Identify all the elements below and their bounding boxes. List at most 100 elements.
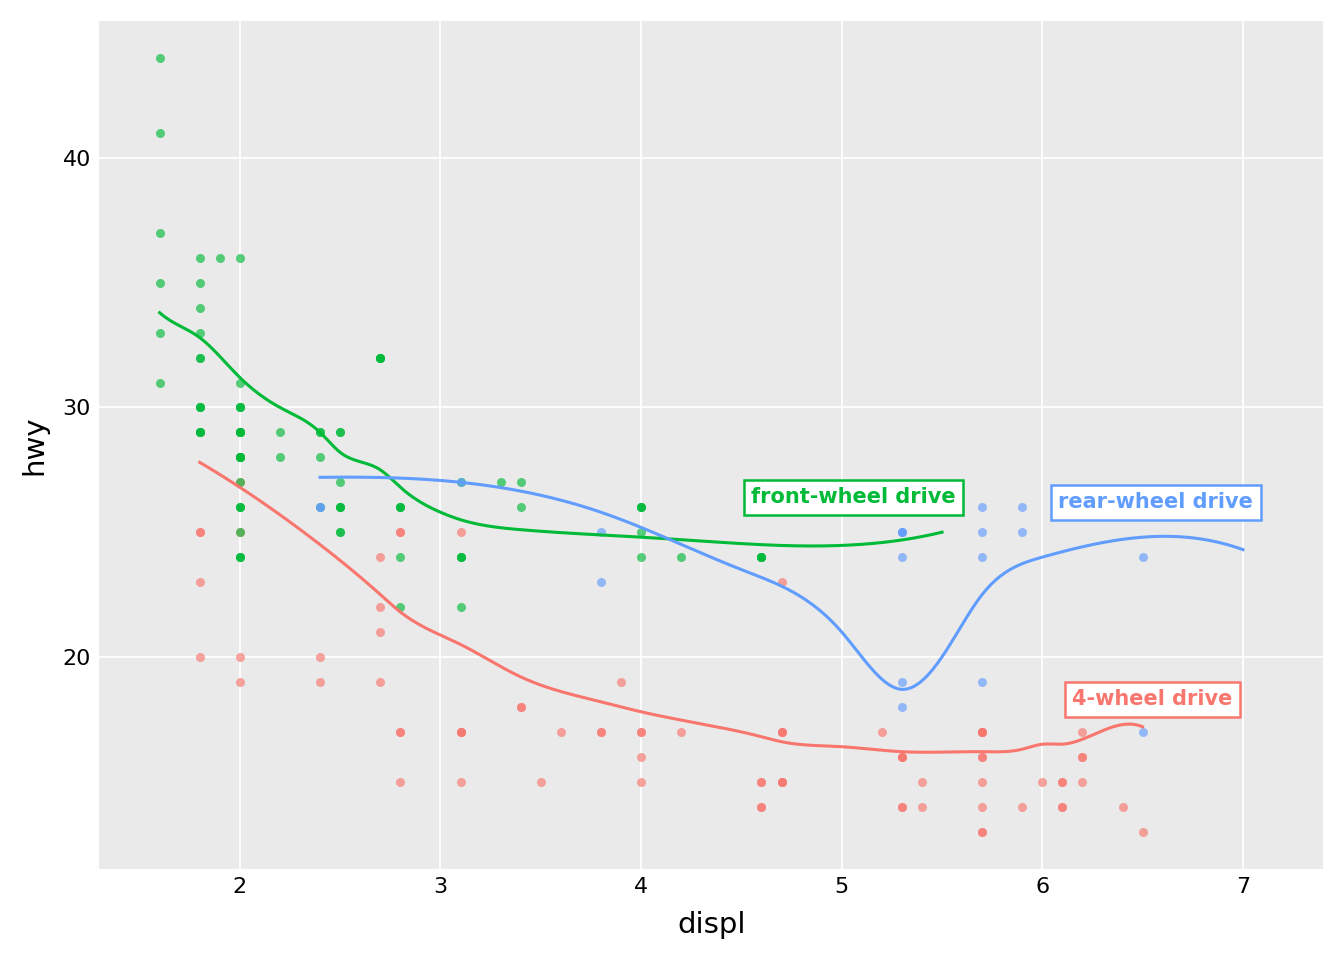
Point <box>450 724 472 739</box>
Point <box>329 424 351 440</box>
Point <box>149 51 171 66</box>
X-axis label: displ: displ <box>677 911 746 939</box>
Point <box>450 599 472 614</box>
Point <box>1012 799 1034 814</box>
Point <box>1071 724 1093 739</box>
Point <box>390 724 411 739</box>
Point <box>630 774 652 789</box>
Point <box>671 549 692 564</box>
Point <box>190 524 211 540</box>
Point <box>972 824 993 839</box>
Point <box>891 524 913 540</box>
Point <box>530 774 551 789</box>
Point <box>891 799 913 814</box>
Point <box>390 549 411 564</box>
Point <box>190 276 211 291</box>
Point <box>450 549 472 564</box>
Point <box>228 424 250 440</box>
Point <box>630 724 652 739</box>
Point <box>972 724 993 739</box>
Point <box>390 524 411 540</box>
Point <box>1051 799 1073 814</box>
Point <box>450 724 472 739</box>
Point <box>228 499 250 515</box>
Point <box>972 674 993 689</box>
Point <box>370 349 391 365</box>
Point <box>228 674 250 689</box>
Point <box>590 524 612 540</box>
Point <box>630 749 652 764</box>
Point <box>972 749 993 764</box>
Point <box>509 499 531 515</box>
Point <box>370 599 391 614</box>
Y-axis label: hwy: hwy <box>22 415 48 474</box>
Point <box>390 499 411 515</box>
Point <box>1071 749 1093 764</box>
Point <box>190 399 211 415</box>
Point <box>309 649 331 664</box>
Point <box>891 749 913 764</box>
Point <box>329 524 351 540</box>
Point <box>309 499 331 515</box>
Point <box>509 699 531 714</box>
Point <box>228 449 250 465</box>
Point <box>972 499 993 515</box>
Point <box>228 424 250 440</box>
Point <box>370 624 391 639</box>
Point <box>770 774 792 789</box>
Point <box>228 449 250 465</box>
Point <box>190 300 211 316</box>
Point <box>751 799 773 814</box>
Point <box>1051 774 1073 789</box>
Point <box>390 499 411 515</box>
Point <box>590 724 612 739</box>
Point <box>309 674 331 689</box>
Point <box>972 799 993 814</box>
Point <box>450 724 472 739</box>
Point <box>190 574 211 589</box>
Point <box>590 724 612 739</box>
Point <box>228 524 250 540</box>
Point <box>891 549 913 564</box>
Point <box>509 699 531 714</box>
Point <box>228 499 250 515</box>
Point <box>390 599 411 614</box>
Point <box>149 276 171 291</box>
Point <box>190 424 211 440</box>
Point <box>228 474 250 490</box>
Point <box>228 449 250 465</box>
Point <box>190 424 211 440</box>
Point <box>329 499 351 515</box>
Point <box>370 674 391 689</box>
Point <box>630 499 652 515</box>
Point <box>1132 549 1153 564</box>
Point <box>891 674 913 689</box>
Point <box>751 774 773 789</box>
Point <box>891 799 913 814</box>
Point <box>329 524 351 540</box>
Text: front-wheel drive: front-wheel drive <box>751 488 956 507</box>
Point <box>1051 799 1073 814</box>
Point <box>891 699 913 714</box>
Point <box>228 399 250 415</box>
Point <box>329 474 351 490</box>
Point <box>228 524 250 540</box>
Point <box>390 499 411 515</box>
Point <box>370 349 391 365</box>
Point <box>450 474 472 490</box>
Point <box>751 799 773 814</box>
Point <box>228 549 250 564</box>
Point <box>972 724 993 739</box>
Point <box>228 449 250 465</box>
Point <box>610 674 632 689</box>
Point <box>210 251 231 266</box>
Point <box>1111 799 1133 814</box>
Point <box>450 474 472 490</box>
Point <box>228 399 250 415</box>
Point <box>190 399 211 415</box>
Point <box>228 449 250 465</box>
Point <box>190 349 211 365</box>
Point <box>972 724 993 739</box>
Point <box>309 499 331 515</box>
Point <box>149 226 171 241</box>
